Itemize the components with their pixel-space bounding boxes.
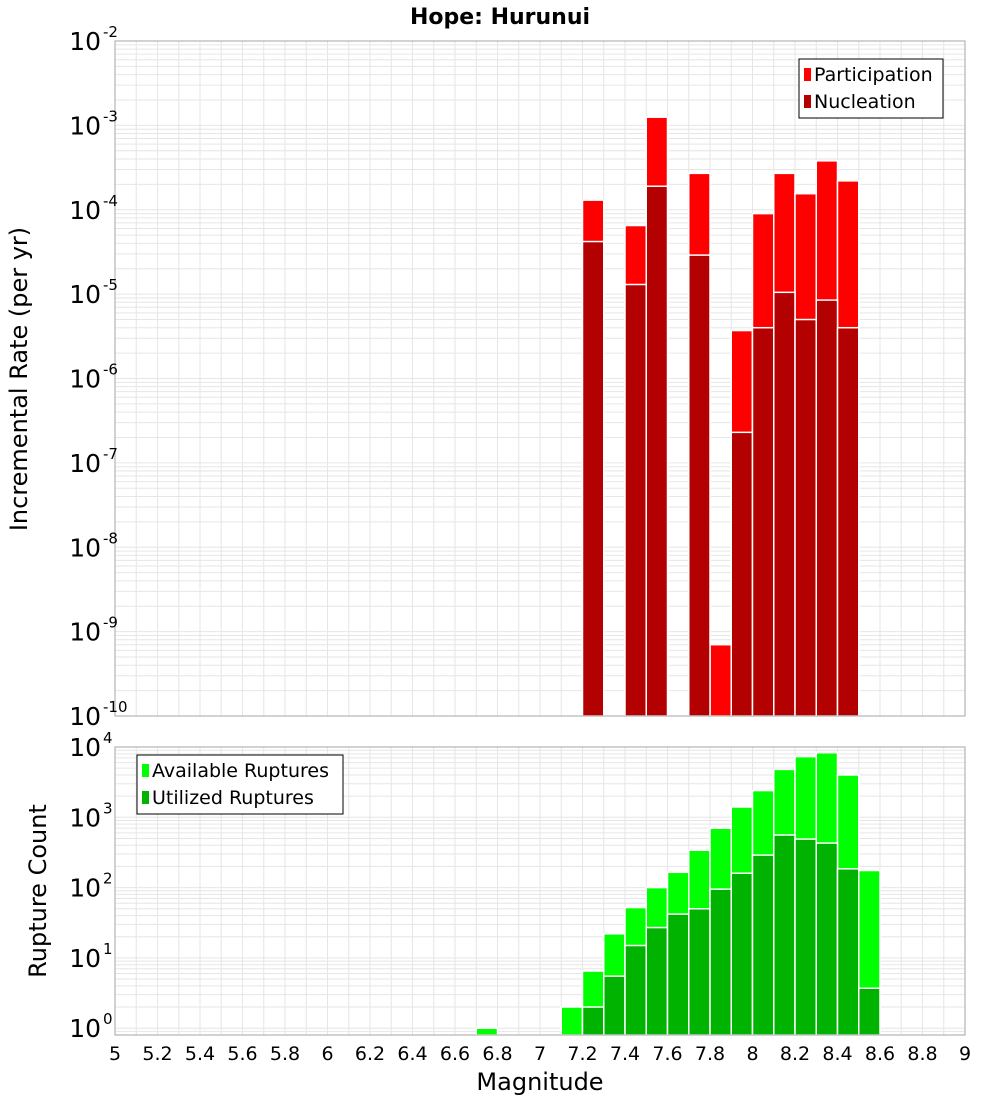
count-bar-utilized-ruptures — [730, 872, 754, 1036]
rate-y-tick-exponent: -2 — [103, 23, 118, 41]
x-tick-label: 8 — [746, 1043, 758, 1065]
rate-bar-nucleation — [773, 291, 796, 717]
count-bar-utilized-ruptures — [836, 868, 860, 1036]
count-bar-utilized-ruptures — [624, 944, 647, 1036]
x-tick-label: 7 — [534, 1043, 546, 1065]
x-tick-label: 5.2 — [142, 1043, 172, 1065]
x-tick-label: 5.8 — [270, 1043, 300, 1065]
count-legend-swatch — [142, 791, 149, 804]
x-tick-label: 6.4 — [397, 1043, 427, 1065]
count-y-tick-label: 10 — [69, 874, 101, 903]
rate-bar-nucleation — [581, 240, 605, 717]
rate-y-tick-label: 10 — [69, 27, 101, 56]
rate-y-tick-exponent: -8 — [103, 529, 118, 547]
count-bar-utilized-ruptures — [794, 838, 817, 1036]
count-y-tick-label: 10 — [69, 733, 101, 762]
rate-y-tick-label: 10 — [69, 111, 101, 140]
x-tick-label: 5 — [109, 1043, 121, 1065]
rate-bar-nucleation — [688, 254, 711, 717]
count-y-tick-label: 10 — [69, 944, 101, 973]
count-y-tick-exponent: 1 — [103, 940, 113, 958]
count-bar-utilized-ruptures — [645, 926, 669, 1036]
x-tick-label: 6 — [321, 1043, 333, 1065]
count-bar-utilized-ruptures — [709, 888, 732, 1036]
rate-y-tick-label: 10 — [69, 618, 101, 647]
rupture-count-panel: 10 010 110 210 310 45 5.2 5.4 5.6 5.8 6 6.2 6.4 6.6 6.… — [69, 729, 971, 1065]
rate-legend-box — [798, 58, 944, 119]
rate-bar-nucleation — [836, 326, 860, 717]
x-tick-label: 7.8 — [695, 1043, 725, 1065]
count-y-tick-label: 10 — [69, 803, 101, 832]
count-bar-available-ruptures — [560, 1006, 584, 1036]
rate-y-tick-label: 10 — [69, 365, 101, 394]
rate-y-tick-exponent: -3 — [103, 107, 118, 125]
rate-y-tick-label: 10 — [69, 533, 101, 562]
rate-bar-nucleation — [751, 326, 775, 717]
chart-title: Hope: Hurunui — [410, 5, 590, 30]
x-tick-label: 5.6 — [227, 1043, 257, 1065]
count-bar-utilized-ruptures — [815, 842, 839, 1036]
rate-plot-frame — [114, 40, 966, 717]
x-tick-label: 6.8 — [482, 1043, 512, 1065]
rate-y-tick-exponent: -9 — [103, 614, 118, 632]
rate-bar-nucleation — [794, 318, 817, 717]
count-bar-available-ruptures — [475, 1027, 499, 1036]
x-tick-label: 7.6 — [652, 1043, 682, 1065]
count-legend-swatch — [142, 764, 149, 777]
count-plot-frame — [114, 746, 966, 1036]
x-tick-label: 8.6 — [865, 1043, 895, 1065]
count-y-tick-exponent: 4 — [103, 729, 113, 747]
x-tick-label: 8.4 — [822, 1043, 852, 1065]
rate-y-tick-exponent: -5 — [103, 276, 118, 294]
count-y-tick-label: 10 — [69, 1014, 101, 1043]
count-bar-utilized-ruptures — [858, 987, 881, 1036]
x-tick-label: 5.4 — [185, 1043, 215, 1065]
rate-legend-swatch — [804, 95, 811, 108]
count-bar-utilized-ruptures — [688, 908, 711, 1036]
x-tick-label: 7.2 — [567, 1043, 597, 1065]
count-y-tick-exponent: 2 — [103, 870, 113, 888]
count-y-tick-exponent: 3 — [103, 799, 113, 817]
rate-bar-nucleation — [624, 283, 647, 717]
rate-y-tick-label: 10 — [69, 702, 101, 731]
rate-bar-nucleation — [730, 431, 754, 717]
x-axis-label: Magnitude — [476, 1068, 603, 1096]
rate-y-tick-label: 10 — [69, 280, 101, 309]
rate-legend-label: Participation — [814, 64, 933, 86]
x-tick-label: 8.2 — [780, 1043, 810, 1065]
rate-legend-label: Nucleation — [814, 91, 916, 113]
rate-bar-nucleation — [815, 299, 839, 717]
rate-y-tick-label: 10 — [69, 196, 101, 225]
count-y-tick-exponent: 0 — [103, 1010, 113, 1028]
rate-bar-nucleation — [645, 185, 669, 717]
x-tick-label: 6.2 — [355, 1043, 385, 1065]
count-bar-utilized-ruptures — [773, 834, 796, 1036]
rate-y-tick-label: 10 — [69, 449, 101, 478]
rate-legend-swatch — [804, 68, 811, 81]
count-bar-utilized-ruptures — [581, 1006, 605, 1036]
rate-y-tick-exponent: -10 — [103, 698, 128, 716]
rate-bar-participation — [709, 643, 732, 717]
rate-y-axis-label: Incremental Rate (per yr) — [5, 227, 33, 531]
x-tick-label: 6.6 — [440, 1043, 470, 1065]
rate-y-tick-exponent: -6 — [103, 361, 118, 379]
rate-y-tick-exponent: -4 — [103, 192, 118, 210]
count-bar-utilized-ruptures — [751, 854, 775, 1036]
count-bar-utilized-ruptures — [666, 913, 690, 1036]
x-tick-label: 9 — [959, 1043, 971, 1065]
x-tick-label: 7.4 — [610, 1043, 640, 1065]
count-legend-label: Available Ruptures — [152, 760, 329, 782]
count-legend-label: Utilized Ruptures — [152, 787, 314, 809]
count-bar-utilized-ruptures — [603, 975, 626, 1036]
count-y-axis-label: Rupture Count — [24, 804, 52, 978]
x-tick-label: 8.8 — [907, 1043, 937, 1065]
rate-y-tick-exponent: -7 — [103, 445, 118, 463]
count-legend-box — [136, 754, 344, 815]
